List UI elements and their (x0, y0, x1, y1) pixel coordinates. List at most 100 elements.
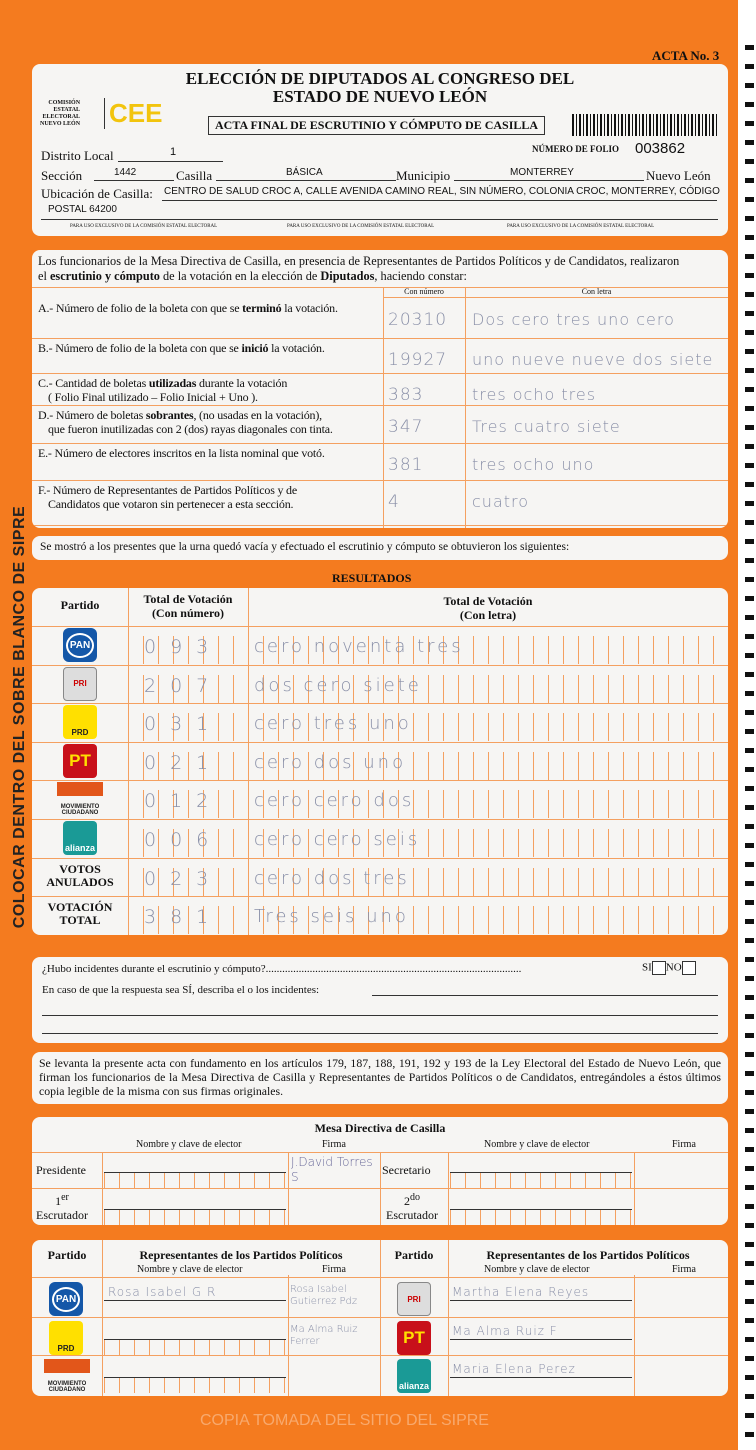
incidents-line[interactable] (42, 1033, 718, 1034)
constar-number[interactable]: 383 (388, 385, 424, 405)
col-nombre: Nombre y clave de elector (137, 1264, 243, 1275)
constar-row: D.- Número de boletas sobrantes, (no usa… (38, 408, 333, 436)
result-letter[interactable]: Tres seis uno (254, 906, 409, 928)
org-name: COMISIÓN ESTATAL ELECTORAL NUEVO LEÓN (40, 100, 81, 127)
result-number[interactable]: 207 (144, 674, 223, 697)
results-table: Partido Total de Votación (Con número) To… (32, 588, 728, 935)
result-number[interactable]: 093 (144, 636, 223, 658)
constar-row: F.- Número de Representantes de Partidos… (38, 483, 297, 511)
ubicacion-value-2: POSTAL 64200 (48, 204, 117, 215)
result-letter[interactable]: cero noventa tres (254, 636, 464, 657)
result-number[interactable]: 012 (144, 790, 223, 813)
constar-letter[interactable]: Tres cuatro siete (472, 417, 621, 436)
distrito-value: 1 (170, 146, 177, 158)
col-con-letra: Total de Votación (Con letra) (443, 594, 533, 622)
constar-number[interactable]: 20310 (388, 310, 448, 330)
result-number[interactable]: 381 (144, 906, 223, 929)
folio-number: 003862 (635, 140, 686, 157)
pt-logo: PT (397, 1321, 431, 1355)
constar-letter[interactable]: tres ocho tres (472, 385, 597, 404)
incidents-describe-label: En caso de que la respuesta sea SÍ, desc… (42, 984, 320, 996)
result-label: VOTOS ANULADOS (46, 861, 114, 889)
municipio-label: Municipio (396, 168, 451, 183)
escrutador1-label: 1er Escrutador (36, 1192, 88, 1222)
result-letter[interactable]: cero tres uno (254, 713, 412, 735)
col-partido: Partido (60, 598, 100, 612)
mesa-directiva: Mesa Directiva de Casilla Nombre y clave… (32, 1117, 728, 1225)
result-letter[interactable]: cero dos uno (254, 751, 407, 773)
seccion-value: 1442 (114, 167, 137, 178)
legal-text: Se levanta la presente acta con fundamen… (32, 1052, 728, 1104)
result-letter[interactable]: cero dos tres (254, 867, 410, 889)
constar-letter[interactable]: uno nueve nueve dos siete (472, 350, 714, 369)
pan-logo: PAN (49, 1282, 83, 1316)
watermark: COPIA TOMADA DEL SITIO DEL SIPRE (200, 1412, 489, 1429)
constar-letter[interactable]: tres ocho uno (472, 455, 595, 474)
seccion-label: Sección (41, 168, 83, 183)
prd-logo: PRD (49, 1321, 83, 1355)
col-con-numero: Total de Votación (Con número) (143, 592, 233, 620)
incidents-line[interactable] (372, 995, 718, 996)
presidente-label: Presidente (36, 1163, 86, 1177)
pri-logo: PRI (63, 666, 97, 701)
result-letter[interactable]: dos cero siete (254, 674, 422, 696)
constar-number[interactable]: 19927 (388, 350, 448, 370)
resultados-title: RESULTADOS (332, 571, 412, 585)
constar-intro: Los funcionarios de la Mesa Directiva de… (38, 254, 680, 283)
constar-row: B.- Número de folio de la boleta con que… (38, 341, 325, 355)
col-con-letra: Con letra (581, 287, 612, 296)
col-partido: Partido (47, 1248, 87, 1262)
representantes-title: Representantes de los Partidos Políticos (486, 1248, 690, 1262)
folio-label: NÚMERO DE FOLIO (532, 144, 620, 154)
incidents-question: ¿Hubo incidentes durante el escrutinio y… (42, 963, 522, 975)
exclusive-note: PARA USO EXCLUSIVO DE LA COMISIÓN ESTATA… (507, 224, 655, 229)
estado-label: Nuevo León (646, 168, 711, 183)
casilla-value: BÁSICA (286, 167, 323, 178)
constar-number[interactable]: 4 (388, 492, 400, 512)
form-title: ELECCIÓN DE DIPUTADOS AL CONGRESO DEL EST… (185, 69, 575, 106)
escrutador2-label: 2do Escrutador (386, 1192, 438, 1222)
pan-rep-signature: Rosa Isabel Gutierrez Pdz (290, 1284, 358, 1307)
pan-rep-name: Rosa Isabel G R (108, 1285, 217, 1299)
result-number[interactable]: 006 (144, 829, 223, 851)
pri-rep-name: Martha Elena Reyes (452, 1285, 590, 1299)
result-number[interactable]: 021 (144, 751, 223, 774)
timing-marks (738, 0, 756, 1450)
representantes-title: Representantes de los Partidos Políticos (139, 1248, 343, 1262)
pan-logo: PAN (63, 628, 97, 662)
constar-letter[interactable]: Dos cero tres uno cero (472, 310, 675, 329)
col-nombre: Nombre y clave de elector (484, 1139, 590, 1150)
col-firma: Firma (672, 1139, 696, 1150)
no-checkbox[interactable] (681, 961, 696, 975)
alianza-rep-name: Maria Elena Perez (452, 1362, 576, 1376)
constar-row: C.- Cantidad de boletas utilizadas duran… (38, 376, 288, 404)
prd-rep-signature: Ma Alma Ruiz Ferrer (290, 1324, 358, 1347)
al-logo: alianza (63, 821, 97, 855)
mc-logo: MOVIMIENTO CIUDADANO (57, 782, 103, 816)
secretario-label: Secretario (382, 1163, 431, 1177)
result-label: VOTACIÓN TOTAL (47, 900, 113, 928)
incidents-panel: ¿Hubo incidentes durante el escrutinio y… (32, 957, 728, 1043)
acta-number: ACTA No. 3 (652, 48, 720, 63)
exclusive-note: PARA USO EXCLUSIVO DE LA COMISIÓN ESTATA… (70, 224, 218, 229)
incidents-options: SI NO (642, 961, 696, 975)
constar-number[interactable]: 347 (388, 417, 424, 437)
constar-panel: Los funcionarios de la Mesa Directiva de… (32, 250, 728, 528)
nueva-alianza-logo: alianza (397, 1359, 431, 1393)
header-panel: ELECCIÓN DE DIPUTADOS AL CONGRESO DEL EST… (32, 64, 728, 236)
constar-row: E.- Número de electores inscritos en la … (38, 446, 325, 460)
result-letter[interactable]: cero cero seis (254, 829, 421, 850)
result-number[interactable]: 023 (144, 867, 223, 890)
incidents-line[interactable] (42, 1015, 718, 1016)
municipio-value: MONTERREY (510, 167, 574, 178)
constar-letter[interactable]: cuatro (472, 492, 530, 511)
si-checkbox[interactable] (651, 961, 666, 975)
result-number[interactable]: 031 (144, 713, 223, 736)
result-letter[interactable]: cero cero dos (254, 790, 415, 812)
side-instruction: COLOCAR DENTRO DEL SOBRE BLANCO DE SIPRE (11, 505, 28, 929)
presidente-signature: J.David Torres S (291, 1155, 373, 1184)
ubicacion-label: Ubicación de Casilla: (41, 186, 153, 201)
constar-number[interactable]: 381 (388, 455, 424, 475)
form-subtitle: ACTA FINAL DE ESCRUTINIO Y CÓMPUTO DE CA… (208, 116, 546, 135)
representantes-table: Partido Partido Representantes de los Pa… (32, 1240, 728, 1396)
